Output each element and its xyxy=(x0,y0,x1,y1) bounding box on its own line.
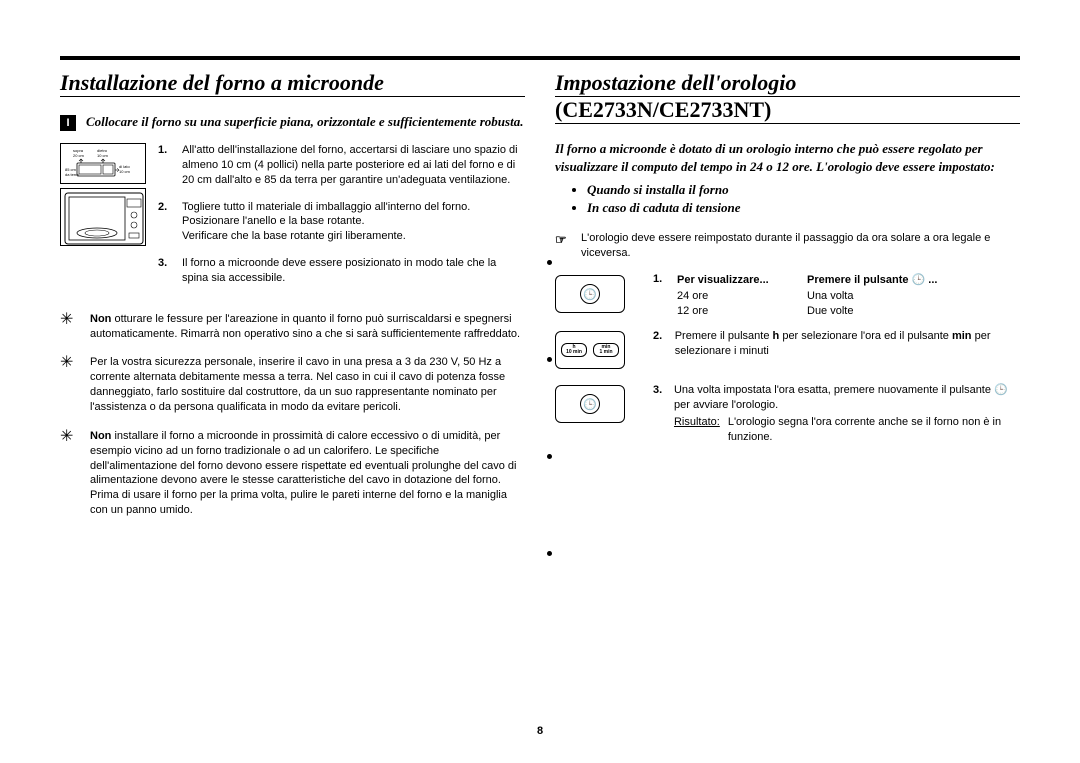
warning-3: ✳Non installare il forno a microonde in … xyxy=(60,429,525,518)
warnings: ✳Non otturare le fessure per l'areazione… xyxy=(60,312,525,518)
install-steps: sopra20 cm dietro10 cm 85 cmda terra di … xyxy=(60,143,525,298)
binding-dots xyxy=(547,260,552,648)
clock-note: ☞ L'orologio deve essere reimpostato dur… xyxy=(555,231,1020,261)
warning-1: ✳Non otturare le fessure per l'areazione… xyxy=(60,312,525,342)
clock-diagram-2: h10 min min1 min xyxy=(555,329,641,373)
star-icon: ✳ xyxy=(60,312,74,342)
right-column: Impostazione dell'orologio (CE2733N/CE27… xyxy=(555,60,1020,532)
min-button-icon: min1 min xyxy=(593,343,619,357)
install-diagrams: sopra20 cm dietro10 cm 85 cmda terra di … xyxy=(60,143,146,298)
page-number: 8 xyxy=(0,725,1080,737)
note-icon: ☞ xyxy=(555,231,569,261)
sub-bullet-1: Quando si installa il forno xyxy=(587,181,1020,199)
clock-diagram-3: 🕒 xyxy=(555,383,641,444)
left-intro-row: I Collocare il forno su una superficie p… xyxy=(60,113,525,131)
sub-bullet-2: In caso di caduta di tensione xyxy=(587,199,1020,217)
install-step-1: 1.All'atto dell'installazione del forno,… xyxy=(158,143,525,188)
right-title: Impostazione dell'orologio (CE2733N/CE27… xyxy=(555,70,1020,124)
warning-2: ✳Per la vostra sicurezza personale, inse… xyxy=(60,355,525,414)
clock-icon: 🕒 xyxy=(580,394,600,414)
star-icon: ✳ xyxy=(60,429,74,518)
result-row: Risultato: L'orologio segna l'ora corren… xyxy=(674,415,1020,445)
top-rule xyxy=(60,56,1020,60)
clock-step-3: 🕒 3. Una volta impostata l'ora esatta, p… xyxy=(555,383,1020,444)
svg-text:10 cm: 10 cm xyxy=(119,169,131,174)
left-title: Installazione del forno a microonde xyxy=(60,70,525,97)
display-table: Per visualizzare...Premere il pulsante 🕒… xyxy=(677,273,967,319)
page: Installazione del forno a microonde I Co… xyxy=(0,0,1080,562)
install-step-3: 3.Il forno a microonde deve essere posiz… xyxy=(158,256,525,286)
right-sub-bullets: Quando si installa il forno In caso di c… xyxy=(573,181,1020,217)
svg-text:20 cm: 20 cm xyxy=(73,153,85,158)
clock-step-2: h10 min min1 min 2. Premere il pulsante … xyxy=(555,329,1020,373)
install-ol: 1.All'atto dell'installazione del forno,… xyxy=(158,143,525,298)
lang-tag: I xyxy=(60,115,76,131)
svg-text:da terra: da terra xyxy=(65,172,80,177)
h-button-icon: h10 min xyxy=(561,343,587,357)
svg-text:10 cm: 10 cm xyxy=(97,153,109,158)
clock-diagram-1: 🕒 xyxy=(555,273,641,319)
right-intro: Il forno a microonde è dotato di un orol… xyxy=(555,140,1020,175)
interior-diagram xyxy=(60,188,146,246)
left-intro: Collocare il forno su una superficie pia… xyxy=(86,113,523,131)
left-column: Installazione del forno a microonde I Co… xyxy=(60,60,525,532)
clock-icon: 🕒 xyxy=(580,284,600,304)
star-icon: ✳ xyxy=(60,355,74,414)
install-step-2: 2.Togliere tutto il materiale di imballa… xyxy=(158,200,525,245)
clock-step-1: 🕒 1. Per visualizzare...Premere il pulsa… xyxy=(555,273,1020,319)
clearance-diagram: sopra20 cm dietro10 cm 85 cmda terra di … xyxy=(60,143,146,184)
